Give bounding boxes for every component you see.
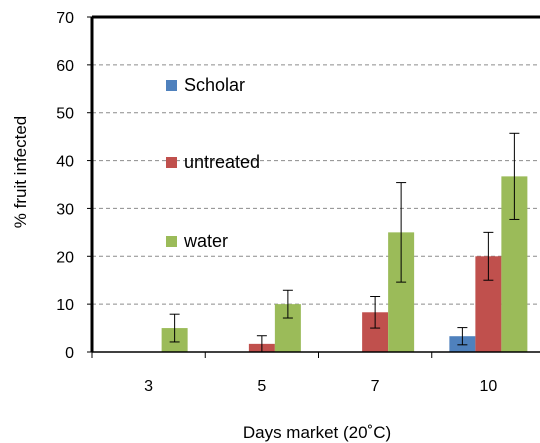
legend-swatch xyxy=(166,80,177,91)
legend-item-water: water xyxy=(166,231,228,251)
error-bar-untreated-10 xyxy=(483,231,494,281)
legend-swatch xyxy=(166,157,177,168)
y-tick-label: 10 xyxy=(56,297,74,314)
x-tick-labels: 3 5 7 10 xyxy=(144,378,497,395)
error-bars xyxy=(169,132,520,353)
y-tick-label: 50 xyxy=(56,106,74,123)
error-bar-water-7 xyxy=(396,182,407,283)
bars xyxy=(161,176,528,352)
x-axis-title: Days market (20˚C) xyxy=(243,423,391,442)
y-tick-label: 20 xyxy=(56,249,74,266)
legend-label: water xyxy=(183,231,228,251)
error-bar-water-3 xyxy=(169,313,180,343)
axes xyxy=(87,15,540,358)
legend-label: untreated xyxy=(184,152,260,172)
y-tick-label: 40 xyxy=(56,154,74,171)
y-tick-label: 70 xyxy=(56,10,74,27)
x-tick-label: 3 xyxy=(144,378,153,395)
legend-item-untreated: untreated xyxy=(166,152,260,172)
y-tick-label: 30 xyxy=(56,201,74,218)
legend-swatch xyxy=(166,236,177,247)
y-tick-label: 60 xyxy=(56,58,74,75)
error-bar-untreated-7 xyxy=(370,295,381,329)
error-bar-water-5 xyxy=(282,289,293,319)
error-bar-water-10 xyxy=(509,132,520,220)
y-tick-label: 0 xyxy=(65,345,74,362)
legend-item-Scholar: Scholar xyxy=(166,75,245,95)
legend-label: Scholar xyxy=(184,75,245,95)
gridlines xyxy=(92,64,540,305)
legend: Scholar untreated water xyxy=(166,75,260,251)
x-tick-label: 5 xyxy=(257,378,266,395)
x-tick-label: 10 xyxy=(479,378,497,395)
x-tick-label: 7 xyxy=(371,378,380,395)
y-axis-title: % fruit infected xyxy=(11,116,30,228)
error-bar-Scholar-10 xyxy=(457,327,468,346)
y-tick-labels: 0 10 20 30 40 50 60 70 xyxy=(56,10,74,362)
